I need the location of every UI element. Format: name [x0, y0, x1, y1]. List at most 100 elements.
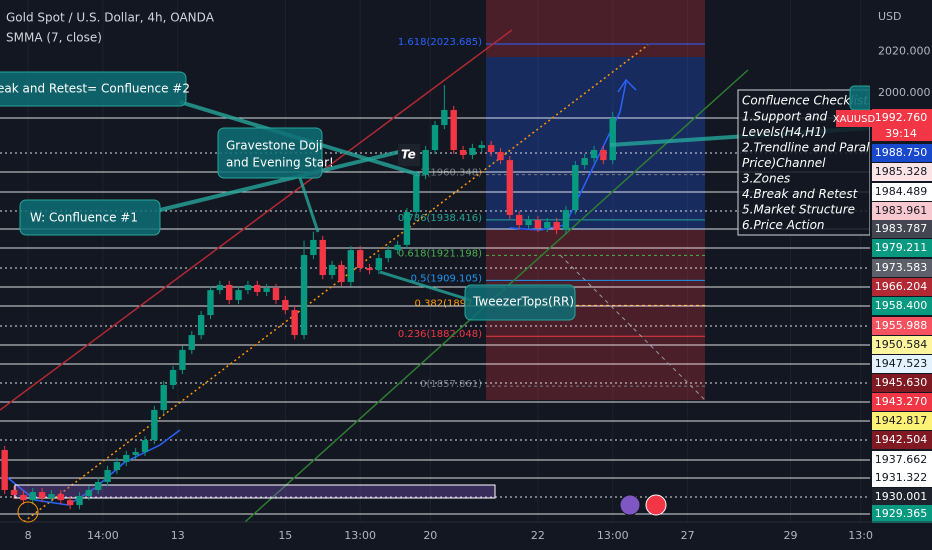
candle-body — [590, 149, 598, 159]
price-tag-text: 1958.400 — [875, 299, 928, 312]
candle-body — [506, 160, 514, 215]
price-tag-text: 1984.489 — [875, 185, 928, 198]
candles — [1, 85, 616, 510]
price-tag-text: 1983.787 — [875, 222, 928, 235]
candle-body — [169, 369, 177, 386]
x-tick-label: 13:0 — [848, 529, 873, 542]
candle-body — [1, 449, 8, 491]
price-tag — [872, 220, 932, 238]
price-tag — [872, 109, 932, 127]
candle-body — [104, 470, 111, 482]
label-text: Te — [401, 148, 416, 162]
x-tick-label: 13:00 — [344, 529, 376, 542]
candle-body — [338, 264, 345, 283]
price-tag — [872, 336, 932, 354]
candle-body — [385, 250, 392, 259]
candle-body — [375, 258, 383, 271]
checklist-item: 1.Support and — [742, 110, 828, 124]
checklist-title: Confluence Checklist: — [742, 94, 872, 108]
candle-body — [515, 214, 523, 226]
x-tick-label: 22 — [531, 529, 545, 542]
projection-line — [559, 254, 706, 401]
countdown: 39:14 — [885, 127, 917, 140]
price-tag-text: 1943.270 — [875, 395, 928, 408]
callout-text: W: Confluence #1 — [30, 211, 138, 225]
event-icon — [645, 494, 667, 516]
candle-body — [48, 494, 55, 499]
candle-body — [553, 222, 560, 231]
candle-body — [197, 315, 205, 336]
candle-body — [544, 222, 551, 228]
fib-label: 0.5(1909.105) — [411, 273, 483, 284]
checklist-item: 4.Break and Retest — [742, 187, 859, 201]
callout-text: eak and Retest= Confluence #2 — [0, 82, 190, 96]
price-tag-text: 1979.211 — [875, 241, 928, 254]
candle-body — [20, 494, 27, 501]
checklist-item: 5.Market Structure — [742, 203, 855, 217]
candle-body — [132, 452, 139, 455]
price-tag-text: 1992.760 — [875, 111, 928, 124]
price-tag-text: 1930.001 — [875, 490, 928, 503]
price-tag-text: 1955.988 — [875, 319, 928, 332]
marker — [17, 501, 39, 523]
risk-zone — [486, 0, 705, 57]
price-tag — [872, 259, 932, 277]
candle-body — [431, 125, 439, 150]
callout-box — [849, 85, 873, 111]
candle-body — [123, 454, 130, 462]
candle-body — [282, 299, 289, 311]
candle-body — [562, 210, 570, 231]
candle-body — [497, 152, 504, 161]
price-tag-text: 1988.750 — [875, 146, 928, 159]
candle-body — [366, 268, 373, 271]
candle-body — [450, 109, 457, 150]
price-tag — [872, 505, 932, 523]
price-tag — [872, 239, 932, 257]
price-tags: 1992.760 1988.750 1985.328 1984.489 1983.961… — [872, 109, 932, 523]
candle-body — [534, 219, 542, 228]
candle-body — [487, 145, 495, 153]
candle-body — [459, 149, 467, 155]
candle-body — [581, 158, 588, 166]
indicator-label: SMMA (7, close) — [6, 31, 102, 45]
candle-body — [113, 461, 121, 471]
price-tag — [872, 183, 932, 201]
callout-box — [19, 199, 161, 236]
candle-body — [188, 335, 195, 350]
x-tick-label: 27 — [681, 529, 695, 542]
price-tag — [872, 317, 932, 335]
price-tag-text: 1966.204 — [875, 280, 928, 293]
candle-body — [57, 494, 65, 501]
candle-body — [29, 492, 36, 501]
price-tag — [872, 451, 932, 469]
candle-body — [347, 250, 355, 283]
levels — [0, 117, 870, 515]
checklist-item: Levels(H4,H1) — [742, 125, 827, 139]
candle-body — [291, 310, 298, 336]
candle-body — [76, 496, 83, 506]
price-tag — [872, 374, 932, 392]
candle-body — [319, 239, 326, 276]
candle-body — [10, 490, 18, 495]
candle-body — [272, 288, 280, 300]
candle-body — [478, 145, 485, 148]
x-tick-label: 29 — [783, 529, 797, 542]
y-tick-label: 2000.000 — [878, 86, 931, 99]
callout-pointer — [379, 270, 471, 302]
x-tick-label: 14:00 — [87, 529, 119, 542]
callout-text: and Evening Star! — [226, 156, 334, 170]
reward-zone — [486, 57, 705, 230]
callout-pointer — [159, 146, 416, 212]
candle-body — [572, 165, 579, 211]
fib-label: 0.618(1921.198) — [398, 248, 482, 259]
candle-body — [207, 290, 214, 316]
price-tag-text: 1947.523 — [875, 357, 928, 370]
fib-label: 0.786(1938.416) — [398, 213, 482, 224]
callout-box — [217, 127, 323, 179]
price-tag-text: 1942.817 — [875, 414, 928, 427]
price-tag-text: 1942.504 — [875, 433, 928, 446]
candle-body — [235, 290, 242, 300]
price-tag — [872, 144, 932, 162]
price-tag-text: 1950.584 — [875, 338, 928, 351]
fib-label: 0(1857.861) — [420, 379, 482, 390]
